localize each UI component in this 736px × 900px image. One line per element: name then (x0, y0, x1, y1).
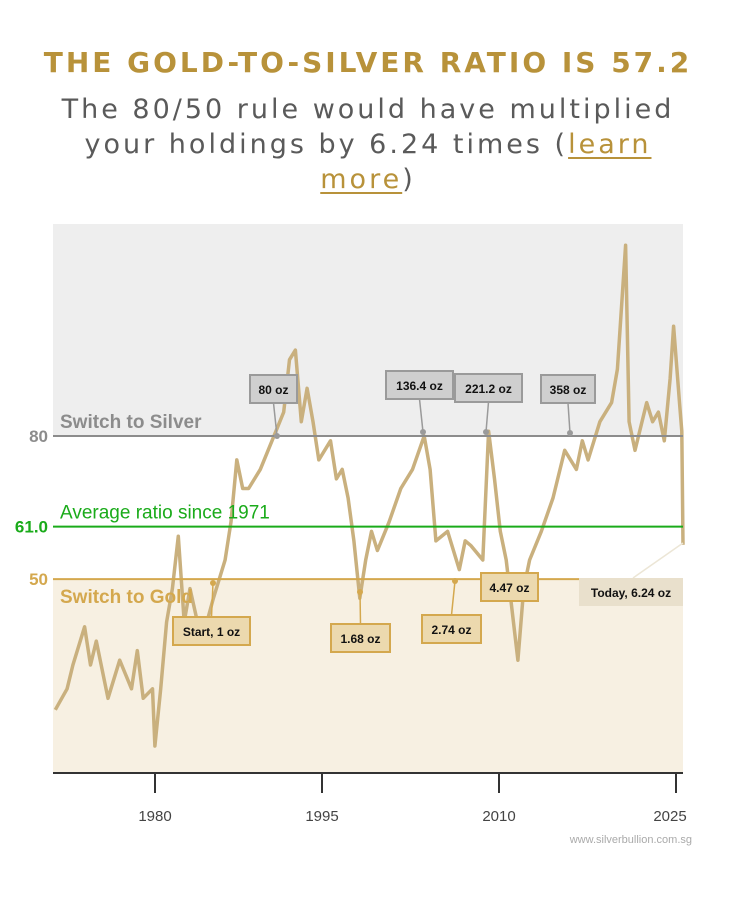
annotation-point (452, 578, 458, 584)
annotation-leader (450, 580, 456, 616)
annotation-box (454, 373, 523, 403)
silver-zone (53, 224, 683, 436)
annotation-point (357, 589, 363, 595)
subtitle-text: The 80/50 rule would have multiplied you… (61, 94, 675, 160)
annotation-leader (418, 398, 424, 433)
chart-title: THE GOLD-TO-SILVER RATIO IS 57.2 (43, 46, 693, 79)
annotation-label: Today, 6.24 oz (591, 586, 671, 600)
reference-label: Switch to Gold (60, 587, 193, 608)
annotation-leader (485, 401, 490, 433)
annotation-point (420, 429, 426, 435)
annotation-box (421, 614, 482, 644)
annotation-point (567, 430, 573, 436)
annotation-point (210, 580, 216, 586)
annotation-box (480, 572, 539, 602)
ratio-line (53, 243, 685, 748)
annotation-box (172, 616, 251, 646)
gold-zone (53, 579, 683, 773)
subtitle-close: ) (402, 164, 416, 195)
annotation-leader (272, 402, 278, 437)
x-tick-label: 2025 (653, 808, 686, 825)
annotation-leader (359, 591, 362, 625)
annotation-label: 2.74 oz (431, 623, 471, 637)
reference-tick-label: 50 (29, 570, 48, 589)
chart-subtitle: The 80/50 rule would have multiplied you… (60, 92, 676, 197)
x-tick-label: 1980 (138, 808, 171, 825)
annotation-label: 221.2 oz (465, 382, 512, 396)
annotation-leader (567, 402, 571, 434)
reference-label: Average ratio since 1971 (60, 503, 270, 524)
reference-tick-label: 61.0 (15, 518, 48, 537)
annotation-label: Start, 1 oz (183, 625, 240, 639)
annotation-label: 4.47 oz (489, 581, 529, 595)
reference-label: Switch to Silver (60, 412, 202, 433)
annotation-box (385, 370, 454, 400)
reference-tick-label: 80 (29, 427, 48, 446)
annotation-label: 80 oz (258, 383, 288, 397)
annotation-box (540, 374, 596, 404)
x-tick-label: 1995 (305, 808, 338, 825)
annotation-leader (632, 542, 684, 579)
annotation-box (579, 578, 683, 606)
annotation-label: 136.4 oz (396, 379, 443, 393)
learn-more-link[interactable]: learn more (320, 129, 652, 195)
x-tick-label: 2010 (482, 808, 515, 825)
annotation-box (249, 374, 298, 404)
source-credit: www.silverbullion.com.sg (569, 834, 692, 846)
annotation-point (274, 433, 280, 439)
annotation-box (330, 623, 391, 653)
annotation-label: 358 oz (550, 383, 587, 397)
annotation-leader (210, 582, 214, 618)
annotation-label: 1.68 oz (340, 632, 380, 646)
annotation-point (483, 429, 489, 435)
